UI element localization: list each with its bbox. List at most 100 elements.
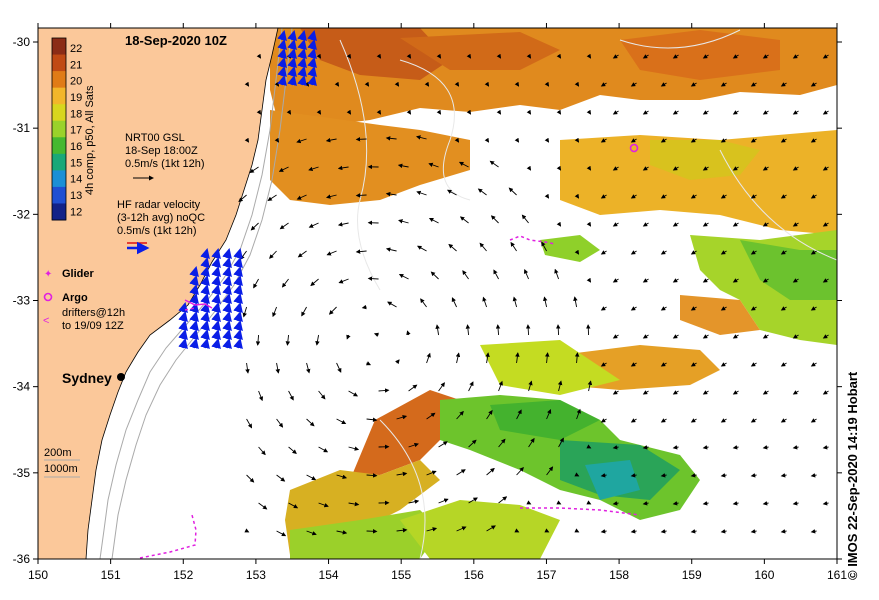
gsl-vector [822,222,829,227]
gsl-vector [387,301,397,308]
gsl-vector [810,473,817,478]
gsl-vector [750,362,757,367]
gsl-vector [288,390,294,401]
gsl-vector [462,270,469,280]
gsl-vector [514,137,520,143]
gsl-vector [574,472,580,477]
gsl-vector [496,53,502,59]
gsl-vector [510,241,517,252]
gsl-vector [612,54,619,59]
gsl-vector [586,277,592,283]
map-title: 18-Sep-2020 10Z [125,33,227,48]
gsl-vector [250,222,259,231]
gsl-vector [792,390,799,395]
gsl-vector [542,296,548,308]
hf-vector [222,338,232,349]
gsl-vector [750,418,757,423]
gsl-vector [337,222,349,227]
gsl-vector [498,380,503,392]
gsl-vector [526,109,532,115]
gsl-vector [516,466,524,476]
gsl-legend-title: NRT00 GSL [125,132,185,144]
gsl-vector [822,54,829,59]
gsl-vector [600,473,607,478]
colorbar-tick-label: 13 [70,190,82,202]
x-tick-label: 154 [319,568,339,582]
hf-vector [178,302,188,313]
gsl-vector [477,188,487,196]
glider-legend-label: Glider [62,268,95,280]
gsl-vector [416,190,427,196]
sydney-marker [117,373,125,381]
hf-vector [233,284,243,295]
gsl-vector [415,135,427,140]
gsl-vector [750,82,757,87]
gsl-vector [486,467,495,476]
gsl-vector [276,418,284,428]
gsl-vector [465,324,471,336]
gsl-vector [630,473,637,478]
gsl-vector [630,194,637,199]
gsl-vector [498,496,508,504]
hf-legend-arrow [127,241,150,255]
gsl-vector [702,501,709,506]
hf-vector [307,66,317,77]
hf-vector [200,311,210,322]
gsl-vector [750,529,757,534]
gsl-vector [690,306,697,311]
gsl-vector [466,109,472,115]
gsl-vector [525,324,531,336]
hf-vector [222,248,232,259]
gsl-vector [690,82,697,87]
gsl-vector [574,249,580,255]
gsl-vector [792,278,799,283]
gsl-vector [600,418,607,423]
hf-vector [178,338,188,349]
gsl-vector [316,53,322,59]
gsl-vector [780,473,787,478]
gsl-vector [526,165,532,171]
gsl-vector [361,304,367,310]
gsl-vector [376,53,382,59]
gsl-vector [690,529,697,534]
hf-vector [277,48,287,59]
gsl-vector [366,417,378,422]
gsl-vector [385,191,397,197]
gsl-vector [660,138,667,143]
gsl-vector [426,470,437,476]
gsl-vector [780,306,787,311]
gsl-vector [484,81,490,87]
gsl-vector [297,250,307,258]
gsl-vector [498,438,506,448]
gsl-vector [762,54,769,59]
gsl-vector [515,352,520,364]
gsl-vector [244,81,250,87]
argo-legend-label: Argo [62,292,88,304]
gsl-vector [242,306,248,318]
gsl-vector [258,446,266,456]
gsl-vector [436,53,442,59]
colorbar-label: 4h comp, p50, All Sats [84,85,96,195]
hf-vector [307,30,317,41]
glider-legend-icon: ✦ [44,269,52,280]
gsl-vector [642,445,649,450]
gsl-vector [792,166,799,171]
gsl-vector [574,352,580,364]
gsl-vector [288,502,299,509]
gsl-vector [337,165,349,171]
hf-vector [211,329,221,340]
gsl-vector [587,380,593,392]
gsl-vector [479,242,487,252]
hf-vector [277,39,287,50]
gsl-vector [792,222,799,227]
gsl-vector [424,81,430,87]
gsl-vector [278,166,289,172]
y-tick-label: -33 [13,294,31,308]
x-tick-label: 161 [827,568,847,582]
gsl-vector [378,388,390,393]
hf-vector [200,248,210,259]
colorbar-tick-label: 17 [70,125,82,137]
hf-vector [287,30,297,41]
gsl-vector [660,194,667,199]
